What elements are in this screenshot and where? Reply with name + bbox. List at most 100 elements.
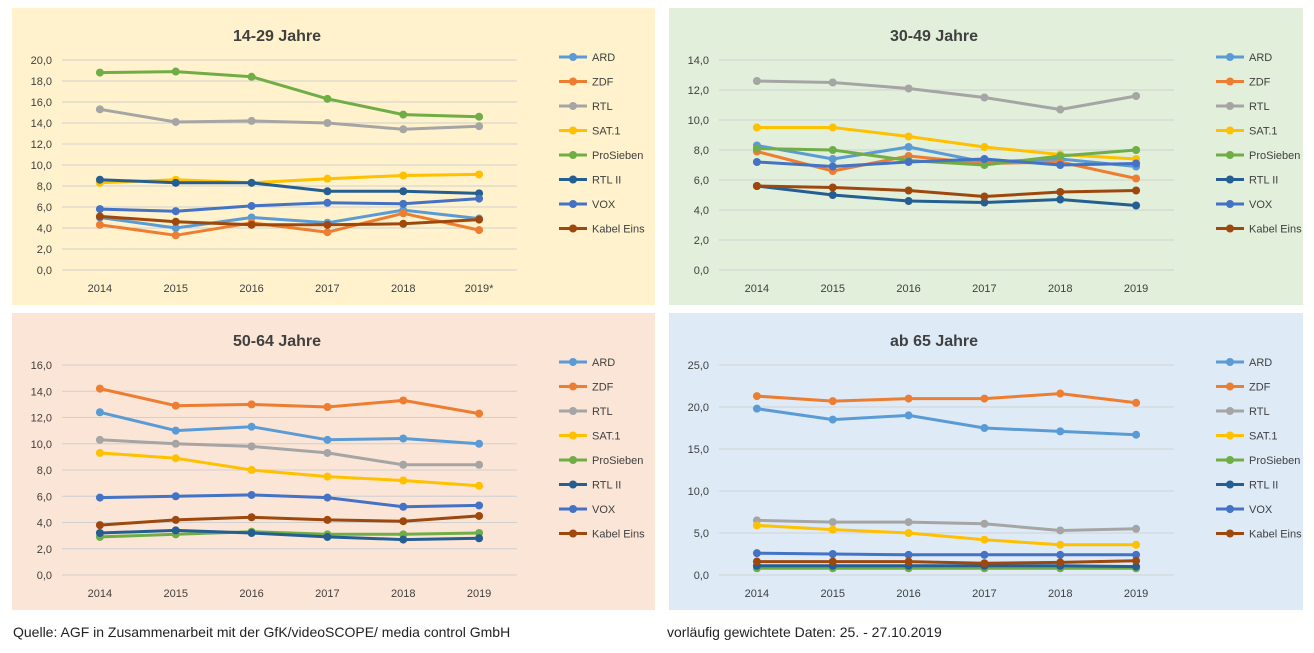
- data-point-kabel-eins: [752, 182, 761, 190]
- data-point-sat-1: [399, 476, 408, 485]
- y-tick-label: 14,0: [31, 386, 52, 398]
- data-point-kabel-eins: [171, 217, 180, 226]
- legend-label: VOX: [1249, 199, 1273, 211]
- chart-background: [12, 313, 655, 610]
- chart-65-plus-svg: 0,0 5,0 10,0 15,0 20,0 25,0 2014 2015 2016 2017 20…: [669, 313, 1303, 610]
- data-point-zdf: [247, 400, 256, 409]
- data-point-kabel-eins: [95, 212, 104, 221]
- data-point-rtl-ii: [1132, 562, 1141, 571]
- legend-swatch-marker: [1226, 224, 1234, 233]
- data-point-kabel-eins: [1056, 558, 1065, 567]
- series-line-vox: [98, 197, 481, 213]
- data-point-kabel-eins: [1056, 188, 1065, 196]
- x-tick-label: 2015: [821, 283, 845, 295]
- legend-swatch-marker: [1226, 175, 1234, 184]
- data-point-rtl-ii: [323, 532, 332, 541]
- legend-label: ZDF: [1249, 382, 1271, 394]
- data-point-kabel-eins: [1132, 556, 1141, 565]
- data-point-prosieben: [980, 161, 989, 169]
- footer-source: Quelle: AGF in Zusammenarbeit mit der Gf…: [13, 624, 511, 640]
- y-tick-label: 25,0: [688, 360, 709, 372]
- data-point-prosieben: [828, 146, 837, 154]
- legend-label: Kabel Eins: [592, 224, 645, 236]
- y-tick-label: 0,0: [37, 265, 52, 277]
- data-point-vox: [171, 492, 180, 501]
- data-point-rtl-ii: [399, 187, 408, 196]
- legend-swatch-marker: [569, 529, 577, 538]
- data-point-vox: [475, 194, 484, 203]
- legend-label: ARD: [1249, 52, 1272, 64]
- legend-swatch-marker: [569, 358, 577, 366]
- data-point-rtl: [980, 519, 989, 528]
- data-point-rtl: [1132, 92, 1141, 100]
- chart-14-29-svg: 0,0 2,0 4,0 6,0 8,0 10,0 12,0 14,0 16,0 18,0 20,0 2…: [12, 8, 655, 305]
- data-point-prosieben: [95, 68, 104, 77]
- data-point-ard: [828, 415, 837, 424]
- x-tick-label: 2018: [1048, 283, 1072, 295]
- data-point-rtl: [475, 460, 484, 469]
- data-point-ard: [904, 143, 913, 151]
- data-point-zdf: [171, 401, 180, 410]
- chart-title-30-49: 30-49 Jahre: [889, 28, 979, 45]
- data-point-zdf: [95, 220, 104, 229]
- data-point-vox: [171, 207, 180, 216]
- legend-label: ZDF: [592, 77, 614, 89]
- data-point-prosieben: [171, 67, 180, 76]
- data-point-kabel-eins: [399, 219, 408, 228]
- data-point-rtl: [904, 518, 913, 527]
- data-point-kabel-eins: [980, 559, 989, 568]
- y-tick-label: 10,0: [688, 115, 709, 127]
- data-point-rtl: [171, 439, 180, 448]
- data-point-vox: [247, 201, 256, 210]
- data-point-vox: [475, 501, 484, 510]
- data-point-rtl: [95, 435, 104, 444]
- data-point-ard: [247, 422, 256, 431]
- data-point-rtl-ii: [95, 529, 104, 537]
- data-point-prosieben: [1132, 146, 1141, 154]
- data-point-vox: [980, 550, 989, 559]
- data-point-ard: [980, 424, 989, 432]
- data-point-vox: [904, 550, 913, 559]
- data-point-prosieben: [323, 94, 332, 103]
- series-line-kabel-eins: [98, 514, 481, 527]
- x-tick-label: 2015: [164, 588, 188, 600]
- data-point-zdf: [399, 209, 408, 218]
- data-point-zdf: [1056, 389, 1065, 398]
- y-tick-label: 6,0: [694, 175, 709, 187]
- y-tick-label: 20,0: [31, 55, 52, 67]
- data-point-zdf: [323, 228, 332, 237]
- data-point-zdf: [399, 396, 408, 405]
- legend-swatch-marker: [569, 77, 577, 86]
- legend-label: ARD: [592, 52, 615, 64]
- series-line-rtl-ii: [755, 564, 1138, 569]
- data-point-rtl: [904, 84, 913, 93]
- data-point-ard: [1056, 427, 1065, 436]
- data-point-kabel-eins: [904, 186, 913, 195]
- legend-swatch-marker: [1226, 200, 1234, 208]
- data-point-kabel-eins: [752, 557, 761, 566]
- data-point-rtl-ii: [475, 534, 484, 543]
- y-tick-label: 14,0: [688, 55, 709, 67]
- x-tick-label: 2017: [315, 588, 339, 600]
- series-line-kabel-eins: [98, 214, 481, 227]
- data-point-sat-1: [904, 132, 913, 141]
- series-line-sat-1: [98, 172, 481, 185]
- data-point-rtl: [980, 93, 989, 102]
- data-point-rtl-ii: [1132, 201, 1141, 210]
- data-point-prosieben: [399, 110, 408, 119]
- legend-swatch-marker: [1226, 151, 1234, 159]
- data-point-rtl-ii: [980, 198, 989, 207]
- data-point-vox: [904, 158, 913, 166]
- data-point-kabel-eins: [904, 557, 913, 566]
- data-point-rtl-ii: [247, 178, 256, 187]
- x-tick-label: 2017: [315, 283, 339, 295]
- series-line-rtl-ii: [98, 528, 481, 542]
- data-point-zdf: [904, 394, 913, 403]
- data-point-vox: [247, 490, 256, 499]
- data-point-kabel-eins: [980, 192, 989, 201]
- data-point-sat-1: [752, 123, 761, 132]
- data-point-kabel-eins: [1132, 186, 1141, 195]
- data-point-zdf: [95, 384, 104, 393]
- data-point-vox: [1132, 159, 1141, 168]
- data-point-rtl-ii: [171, 526, 180, 535]
